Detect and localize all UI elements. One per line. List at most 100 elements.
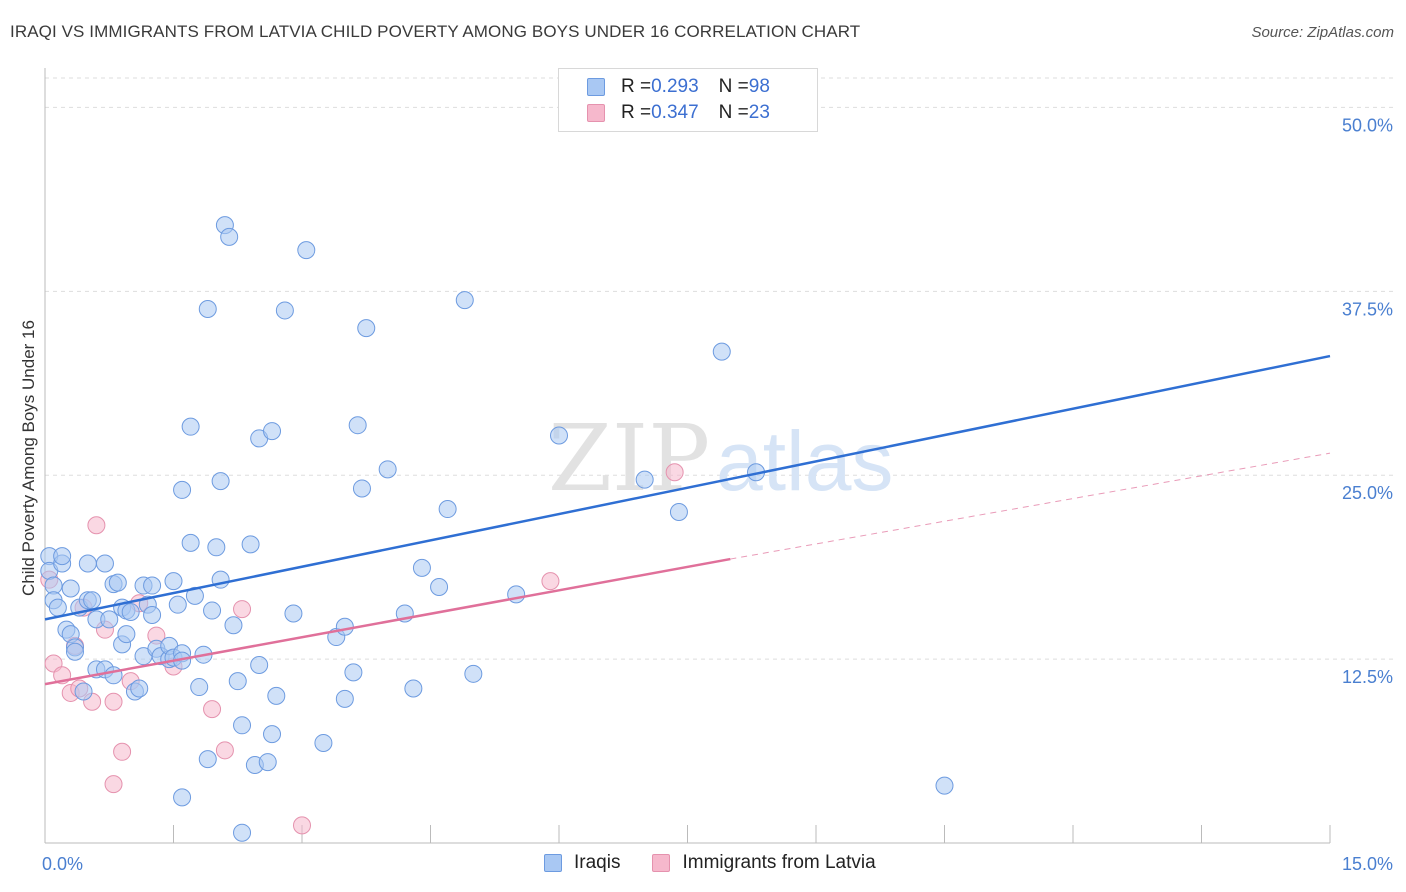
point-latvia-8 <box>87 516 106 535</box>
point-latvia-22 <box>665 463 684 482</box>
series-legend-iraqis: Iraqis <box>544 852 620 874</box>
point-iraqis-29 <box>121 603 140 622</box>
watermark: ZIP atlas <box>548 405 893 512</box>
point-iraqis-82 <box>352 479 371 498</box>
point-iraqis-94 <box>635 470 654 489</box>
series-legend-label-iraqis: Iraqis <box>574 852 621 873</box>
point-iraqis-63 <box>233 716 252 735</box>
legend-n-label: N = <box>718 76 749 97</box>
point-iraqis-55 <box>203 601 222 620</box>
grid-lines <box>45 77 1395 660</box>
x-tick-label-1: 15.0% <box>1342 854 1393 874</box>
legend-r-value: 0.347 <box>651 102 699 123</box>
point-iraqis-89 <box>438 500 457 519</box>
point-iraqis-78 <box>335 617 354 636</box>
legend-r-label: R = <box>621 102 652 123</box>
trend-line-latvia-extension <box>730 452 1331 560</box>
point-iraqis-76 <box>314 733 333 752</box>
point-iraqis-73 <box>275 301 294 320</box>
watermark-zip: ZIP <box>548 405 710 512</box>
point-iraqis-16 <box>83 591 102 610</box>
point-iraqis-90 <box>455 291 474 310</box>
series-latvia-points <box>40 463 684 835</box>
legend-row-latvia: R = 0.347 N = 23 <box>587 100 770 126</box>
y-tick-label-1: 25.0% <box>1342 483 1393 503</box>
point-latvia-17 <box>203 700 222 719</box>
point-iraqis-7 <box>61 579 80 598</box>
series-legend-label-latvia: Immigrants from Latvia <box>682 852 876 873</box>
point-iraqis-83 <box>357 319 376 338</box>
series-iraqis-points <box>40 216 954 842</box>
point-iraqis-53 <box>198 750 217 769</box>
trend-line-iraqis <box>44 354 1331 621</box>
point-latvia-18 <box>215 741 234 760</box>
legend: R = 0.293 N = 98 R = 0.347 N = 23 <box>558 68 818 132</box>
point-iraqis-47 <box>173 480 192 499</box>
point-iraqis-48 <box>181 533 200 552</box>
tick-labels: 12.5% 25.0% 37.5% 50.0% 0.0% 15.0% <box>42 115 1393 874</box>
point-iraqis-72 <box>267 686 286 705</box>
watermark-atlas: atlas <box>716 414 893 508</box>
legend-swatch-iraqis <box>587 78 605 96</box>
point-iraqis-69 <box>258 753 277 772</box>
point-iraqis-86 <box>404 679 423 698</box>
point-iraqis-81 <box>348 416 367 435</box>
point-iraqis-13 <box>74 682 93 701</box>
point-iraqis-65 <box>241 535 260 554</box>
point-latvia-11 <box>104 775 123 794</box>
y-tick-label-3: 50.0% <box>1342 115 1393 135</box>
point-iraqis-87 <box>412 558 431 577</box>
point-iraqis-88 <box>430 578 449 597</box>
point-iraqis-4 <box>48 598 67 617</box>
y-tick-label-0: 12.5% <box>1342 667 1393 687</box>
series-legend-latvia: Immigrants from Latvia <box>652 852 876 874</box>
chart-title: IRAQI VS IMMIGRANTS FROM LATVIA CHILD PO… <box>10 22 861 41</box>
point-iraqis-56 <box>207 538 226 557</box>
x-tick-label-0: 0.0% <box>42 854 83 874</box>
point-iraqis-91 <box>464 664 483 683</box>
point-latvia-21 <box>541 572 560 591</box>
point-iraqis-35 <box>143 605 162 624</box>
legend-row-iraqis: R = 0.293 N = 98 <box>587 74 770 100</box>
legend-n-value: 98 <box>748 76 770 97</box>
point-iraqis-27 <box>117 625 136 644</box>
point-iraqis-70 <box>263 422 282 441</box>
point-iraqis-58 <box>211 472 230 491</box>
legend-n-value: 23 <box>748 102 770 123</box>
point-iraqis-67 <box>250 655 269 674</box>
trend-line-latvia <box>44 557 731 686</box>
y-axis-label: Child Poverty Among Boys Under 16 <box>19 320 38 596</box>
series-legend-swatch-latvia <box>652 854 671 872</box>
point-latvia-20 <box>293 816 311 835</box>
point-iraqis-75 <box>297 241 316 260</box>
point-iraqis-71 <box>263 725 282 744</box>
point-iraqis-21 <box>100 610 119 629</box>
point-iraqis-61 <box>224 616 243 635</box>
trend-lines <box>44 354 1331 686</box>
point-iraqis-51 <box>190 678 209 697</box>
point-iraqis-96 <box>712 342 731 361</box>
legend-n-label: N = <box>718 102 749 123</box>
point-iraqis-98 <box>935 776 954 795</box>
point-iraqis-80 <box>344 663 363 682</box>
point-iraqis-50 <box>185 586 204 605</box>
point-iraqis-84 <box>378 460 397 479</box>
point-iraqis-74 <box>284 604 303 623</box>
point-latvia-12 <box>113 742 132 761</box>
point-iraqis-11 <box>65 642 84 661</box>
point-iraqis-79 <box>335 689 354 708</box>
point-latvia-19 <box>233 600 252 619</box>
y-tick-label-2: 37.5% <box>1342 299 1393 319</box>
point-iraqis-95 <box>669 502 688 521</box>
point-iraqis-6 <box>53 547 72 566</box>
point-iraqis-93 <box>550 426 568 445</box>
point-iraqis-36 <box>143 576 162 595</box>
point-iraqis-31 <box>130 679 149 698</box>
point-iraqis-49 <box>181 417 200 436</box>
legend-r-label: R = <box>621 76 652 97</box>
legend-swatch-latvia <box>587 104 605 122</box>
series-legend-swatch-iraqis <box>544 854 562 872</box>
point-iraqis-54 <box>198 299 217 318</box>
legend-r-value: 0.293 <box>651 76 699 97</box>
